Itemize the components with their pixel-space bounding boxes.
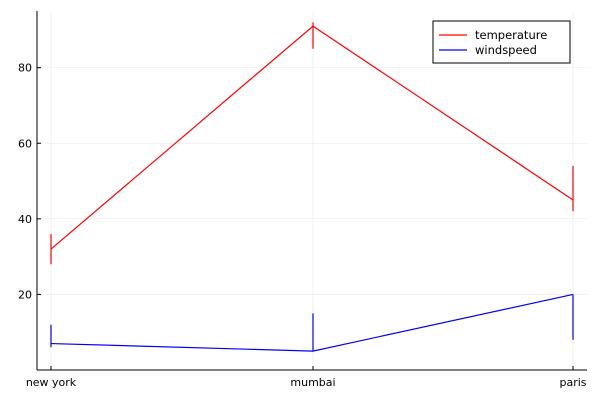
x-tick-label: paris xyxy=(559,376,586,389)
legend-label-temperature: temperature xyxy=(475,28,547,42)
y-tick-label: 80 xyxy=(18,62,32,75)
y-tick-label: 20 xyxy=(18,288,32,301)
windspeed-line xyxy=(50,293,574,352)
x-tick-label: mumbai xyxy=(290,376,335,389)
series-windspeed xyxy=(50,293,574,352)
y-tick-label: 40 xyxy=(18,213,32,226)
series-temperature xyxy=(50,22,574,265)
series-layer xyxy=(50,22,574,352)
x-tick-label: new york xyxy=(26,376,77,389)
y-tick-label: 60 xyxy=(18,137,32,150)
legend-box xyxy=(432,20,571,64)
legend-label-windspeed: windspeed xyxy=(475,43,537,57)
axes-layer: 20 40 60 80 new york mumbai paris xyxy=(18,11,587,389)
grid-layer xyxy=(37,11,587,370)
